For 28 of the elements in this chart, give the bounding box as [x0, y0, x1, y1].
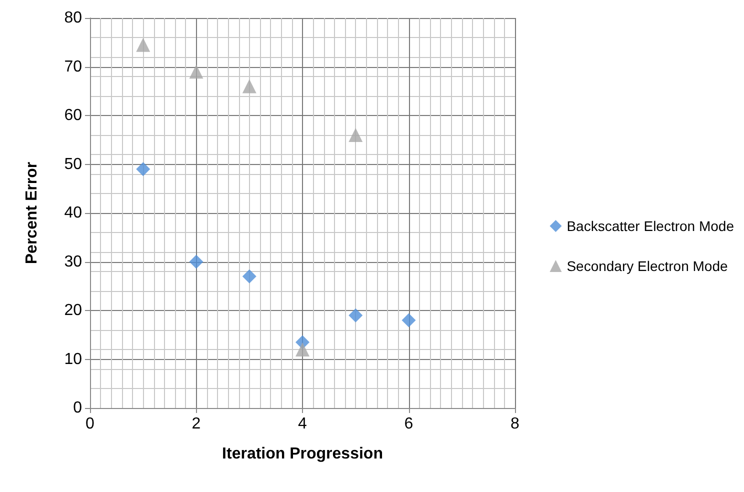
x-tick-label: 4 — [298, 416, 308, 432]
point — [348, 128, 363, 142]
point — [242, 79, 256, 94]
y-tick-label: 20 — [64, 302, 82, 319]
x-axis-title: Iteration Progression — [222, 446, 383, 462]
point — [136, 38, 150, 52]
y-tick-label: 80 — [64, 10, 82, 26]
point — [189, 254, 204, 269]
y-tick-label: 60 — [64, 107, 82, 124]
legend-label: Backscatter Electron Mode — [566, 218, 734, 234]
x-tick-label: 2 — [192, 416, 201, 432]
y-tick-label: 40 — [64, 204, 82, 222]
point — [402, 313, 416, 328]
y-tick-label: 30 — [64, 253, 82, 270]
point — [189, 64, 204, 79]
x-tick-label: 8 — [510, 416, 520, 432]
legend-label: Secondary Electron Mode — [566, 258, 728, 274]
x-tick-label: 0 — [86, 416, 95, 432]
y-tick-label: 10 — [64, 350, 82, 368]
x-tick-label: 6 — [404, 416, 414, 432]
point — [136, 162, 150, 176]
point — [296, 342, 310, 356]
point — [242, 269, 256, 284]
y-tick-label: 50 — [64, 156, 82, 173]
y-tick-label: 0 — [73, 400, 82, 416]
point — [348, 308, 363, 322]
y-tick-label: 70 — [64, 58, 82, 76]
y-axis-title: Percent Error — [24, 162, 40, 264]
